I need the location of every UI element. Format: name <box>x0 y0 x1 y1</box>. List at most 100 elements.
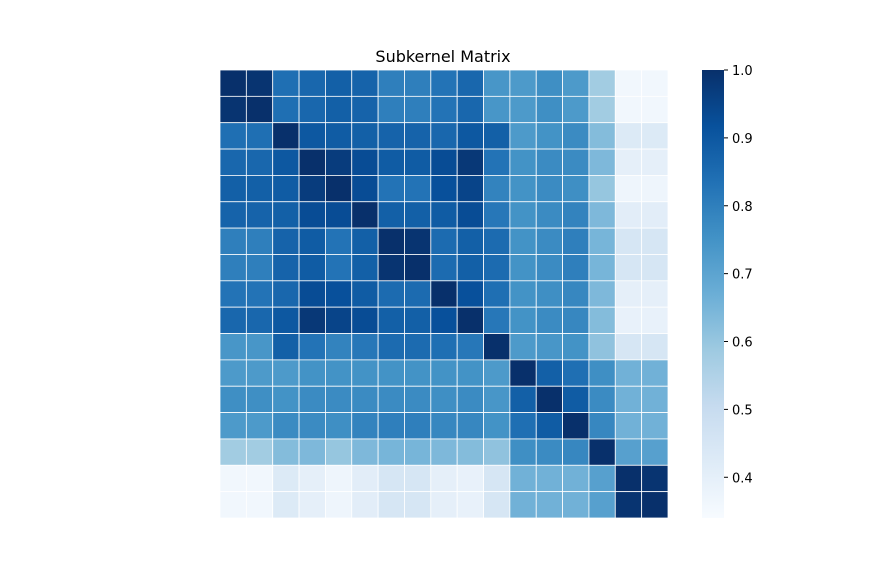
heatmap-cell-r7-c4 <box>325 254 353 282</box>
heatmap-cell-r5-c14 <box>588 201 616 229</box>
heatmap-cell-r4-c9 <box>456 175 484 203</box>
heatmap-cell-r13-c7 <box>404 412 432 440</box>
heatmap-cell-r6-c4 <box>325 227 353 255</box>
heatmap-cell-r3-c5 <box>351 148 379 176</box>
heatmap-cell-r16-c12 <box>535 491 563 519</box>
heatmap-cell-r10-c12 <box>535 333 563 361</box>
heatmap-cell-r14-c4 <box>325 438 353 466</box>
heatmap-cell-r12-c2 <box>272 385 300 413</box>
heatmap-cell-r11-c6 <box>377 359 405 387</box>
heatmap-cell-r16-c11 <box>509 491 537 519</box>
heatmap-cell-r8-c14 <box>588 280 616 308</box>
heatmap-cell-r2-c0 <box>219 122 247 150</box>
heatmap-cell-r6-c16 <box>641 227 669 255</box>
heatmap-cell-r1-c7 <box>404 95 432 124</box>
heatmap-cell-r5-c1 <box>245 201 274 229</box>
heatmap-cell-r12-c10 <box>483 385 511 413</box>
heatmap-cell-r13-c8 <box>430 412 458 440</box>
heatmap-cell-r0-c7 <box>404 69 432 97</box>
heatmap-cell-r16-c9 <box>456 491 484 519</box>
heatmap-cell-r9-c2 <box>272 306 300 334</box>
heatmap-cell-r8-c3 <box>298 280 326 308</box>
heatmap-cell-r13-c10 <box>483 412 511 440</box>
heatmap-cell-r2-c14 <box>588 122 616 150</box>
colorbar-tick-label: 0.9 <box>732 132 753 147</box>
heatmap-cell-r16-c6 <box>377 491 405 519</box>
heatmap-cell-r2-c3 <box>298 122 326 150</box>
heatmap-cell-r6-c2 <box>272 227 300 255</box>
heatmap-cell-r0-c4 <box>325 69 353 97</box>
heatmap-cell-r11-c5 <box>351 359 379 387</box>
heatmap-cell-r12-c15 <box>614 385 643 413</box>
heatmap-cell-r10-c11 <box>509 333 537 361</box>
heatmap-cell-r4-c6 <box>377 175 405 203</box>
heatmap-cell-r8-c13 <box>562 280 590 308</box>
heatmap-cell-r14-c6 <box>377 438 405 466</box>
heatmap-cell-r3-c13 <box>562 148 590 176</box>
heatmap-cell-r10-c2 <box>272 333 300 361</box>
heatmap-cell-r15-c5 <box>351 464 379 493</box>
heatmap-cell-r9-c11 <box>509 306 537 334</box>
heatmap-cell-r13-c6 <box>377 412 405 440</box>
heatmap-cell-r8-c1 <box>245 280 274 308</box>
heatmap-cell-r6-c15 <box>614 227 643 255</box>
heatmap-cell-r2-c9 <box>456 122 484 150</box>
heatmap-cell-r4-c1 <box>245 175 274 203</box>
heatmap-cell-r15-c9 <box>456 464 484 493</box>
heatmap-cell-r15-c12 <box>535 464 563 493</box>
heatmap-cell-r12-c14 <box>588 385 616 413</box>
heatmap-cell-r4-c0 <box>219 175 247 203</box>
heatmap-cell-r12-c11 <box>509 385 537 413</box>
heatmap-cell-r14-c0 <box>219 438 247 466</box>
heatmap-cell-r3-c14 <box>588 148 616 176</box>
heatmap-cell-r14-c11 <box>509 438 537 466</box>
heatmap-cell-r8-c9 <box>456 280 484 308</box>
heatmap-cell-r1-c16 <box>641 95 669 124</box>
heatmap-cell-r7-c15 <box>614 254 643 282</box>
heatmap-cell-r13-c4 <box>325 412 353 440</box>
heatmap-cell-r9-c14 <box>588 306 616 334</box>
heatmap-cell-r9-c1 <box>245 306 274 334</box>
heatmap-cell-r5-c6 <box>377 201 405 229</box>
heatmap-cell-r10-c1 <box>245 333 274 361</box>
heatmap-cell-r6-c14 <box>588 227 616 255</box>
heatmap-cell-r1-c13 <box>562 95 590 124</box>
heatmap-cell-r5-c11 <box>509 201 537 229</box>
heatmap-cell-r16-c10 <box>483 491 511 519</box>
heatmap-cell-r8-c4 <box>325 280 353 308</box>
heatmap-cell-r1-c4 <box>325 95 353 124</box>
heatmap-cell-r11-c8 <box>430 359 458 387</box>
heatmap-cell-r1-c1 <box>245 95 274 124</box>
heatmap-cell-r5-c3 <box>298 201 326 229</box>
heatmap-cell-r6-c3 <box>298 227 326 255</box>
heatmap-cell-r12-c13 <box>562 385 590 413</box>
heatmap-cell-r0-c16 <box>641 69 669 97</box>
heatmap-cell-r15-c16 <box>641 464 669 493</box>
heatmap-cell-r7-c16 <box>641 254 669 282</box>
heatmap-cell-r1-c15 <box>614 95 643 124</box>
heatmap-cell-r11-c14 <box>588 359 616 387</box>
heatmap-cell-r1-c2 <box>272 95 300 124</box>
colorbar-tick-label: 0.8 <box>732 200 753 215</box>
heatmap-cell-r2-c15 <box>614 122 643 150</box>
heatmap-cell-r14-c7 <box>404 438 432 466</box>
heatmap-cell-r15-c1 <box>245 464 274 493</box>
heatmap-cell-r0-c11 <box>509 69 537 97</box>
heatmap-cell-r7-c13 <box>562 254 590 282</box>
heatmap-cell-r15-c15 <box>614 464 643 493</box>
heatmap-cell-r8-c10 <box>483 280 511 308</box>
heatmap-cell-r5-c5 <box>351 201 379 229</box>
heatmap-cell-r13-c11 <box>509 412 537 440</box>
heatmap-cell-r3-c3 <box>298 148 326 176</box>
heatmap-cell-r9-c3 <box>298 306 326 334</box>
heatmap-cell-r8-c12 <box>535 280 563 308</box>
heatmap-cell-r1-c3 <box>298 95 326 124</box>
heatmap-cell-r11-c15 <box>614 359 643 387</box>
heatmap-cell-r8-c0 <box>219 280 247 308</box>
heatmap-cell-r9-c0 <box>219 306 247 334</box>
heatmap-cell-r15-c4 <box>325 464 353 493</box>
heatmap-cell-r10-c10 <box>483 333 511 361</box>
heatmap-cell-r10-c9 <box>456 333 484 361</box>
heatmap-cell-r14-c3 <box>298 438 326 466</box>
